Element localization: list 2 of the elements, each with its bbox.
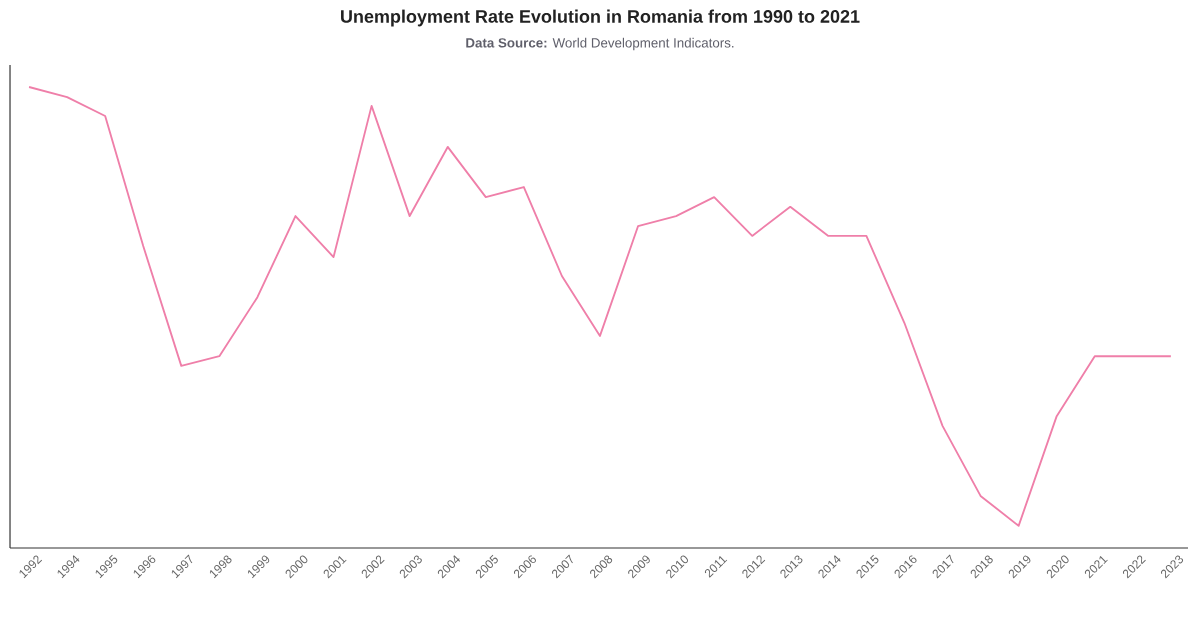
chart-subtitle: Data Source: World Development Indicators. [466, 37, 734, 51]
chart-title: Unemployment Rate Evolution in Romania from 1990 to 2021 [341, 9, 860, 27]
